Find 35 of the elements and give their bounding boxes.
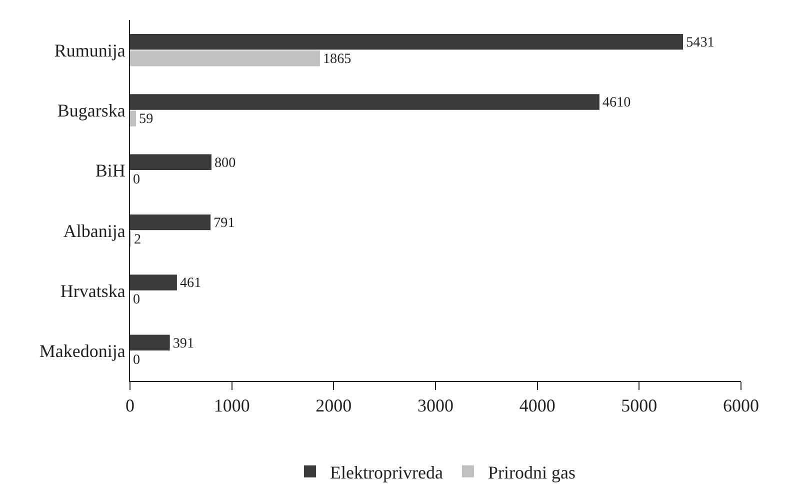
x-tick-label: 5000 [621,396,658,416]
y-tick-label: Bugarska [57,100,126,121]
y-tick-label: Rumunija [54,40,126,60]
y-tick-label: Hrvatska [60,281,126,302]
legend-label: Elektroprivreda [330,462,443,482]
data-label: 1865 [322,51,352,68]
x-tick-label: 1000 [214,396,250,416]
x-tick-label: 3000 [418,396,454,416]
bar [130,334,170,350]
data-label: 2 [134,232,142,248]
data-label: 391 [172,335,194,352]
data-label: 0 [133,292,140,308]
data-label: 461 [180,275,202,292]
x-tick-label: 4000 [519,396,556,416]
data-label: 0 [133,352,140,368]
data-label: 791 [214,215,235,232]
bar [130,154,212,170]
y-tick-label: Makedonija [39,341,126,362]
bar [130,110,136,126]
data-label: 0 [133,171,140,188]
bar [130,214,211,230]
bar [130,274,177,290]
x-tick-label: 0 [126,396,134,416]
bar [130,50,320,66]
bar [130,34,684,50]
data-label: 4610 [602,94,631,111]
y-tick-label: Albanija [63,220,126,241]
data-label: 59 [139,111,154,128]
bar [130,94,600,110]
x-tick-label: 6000 [723,396,759,416]
y-tick-label: BiH [95,160,126,181]
data-label: 800 [214,154,236,171]
data-label: 5431 [686,34,714,51]
legend-label: Prirodni gas [488,462,576,482]
x-tick-label: 2000 [316,396,352,416]
